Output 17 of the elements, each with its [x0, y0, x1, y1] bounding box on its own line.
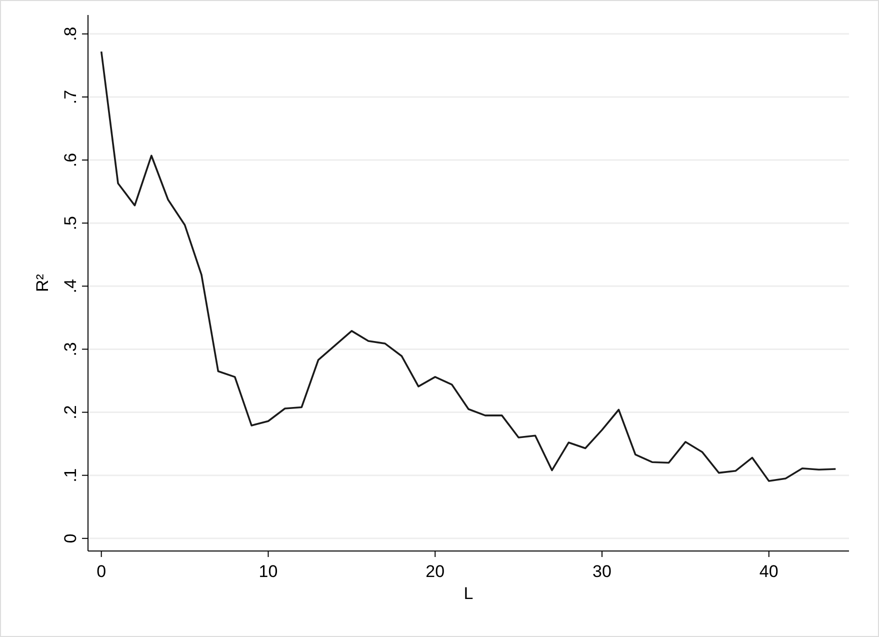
x-tick-label: 30 — [592, 562, 612, 581]
y-tick-label: .4 — [61, 279, 80, 294]
y-tick-label: .6 — [61, 152, 80, 168]
x-tick-label: 40 — [759, 562, 778, 581]
y-tick-label: .1 — [61, 468, 80, 482]
y-tick-label: .5 — [61, 216, 80, 230]
y-tick-label: .7 — [61, 90, 80, 104]
x-tick-label: 0 — [96, 562, 106, 581]
line-series — [100, 50, 837, 482]
y-tick-label: .2 — [61, 405, 80, 420]
x-tick-label: 20 — [426, 562, 445, 581]
y-tick-label: 0 — [61, 534, 80, 544]
y-tick-label: .3 — [61, 342, 80, 356]
y-axis-title: R² — [33, 274, 52, 292]
x-tick-label: 10 — [258, 562, 278, 581]
y-tick-label: .8 — [61, 26, 80, 42]
x-axis-title: L — [464, 584, 474, 603]
